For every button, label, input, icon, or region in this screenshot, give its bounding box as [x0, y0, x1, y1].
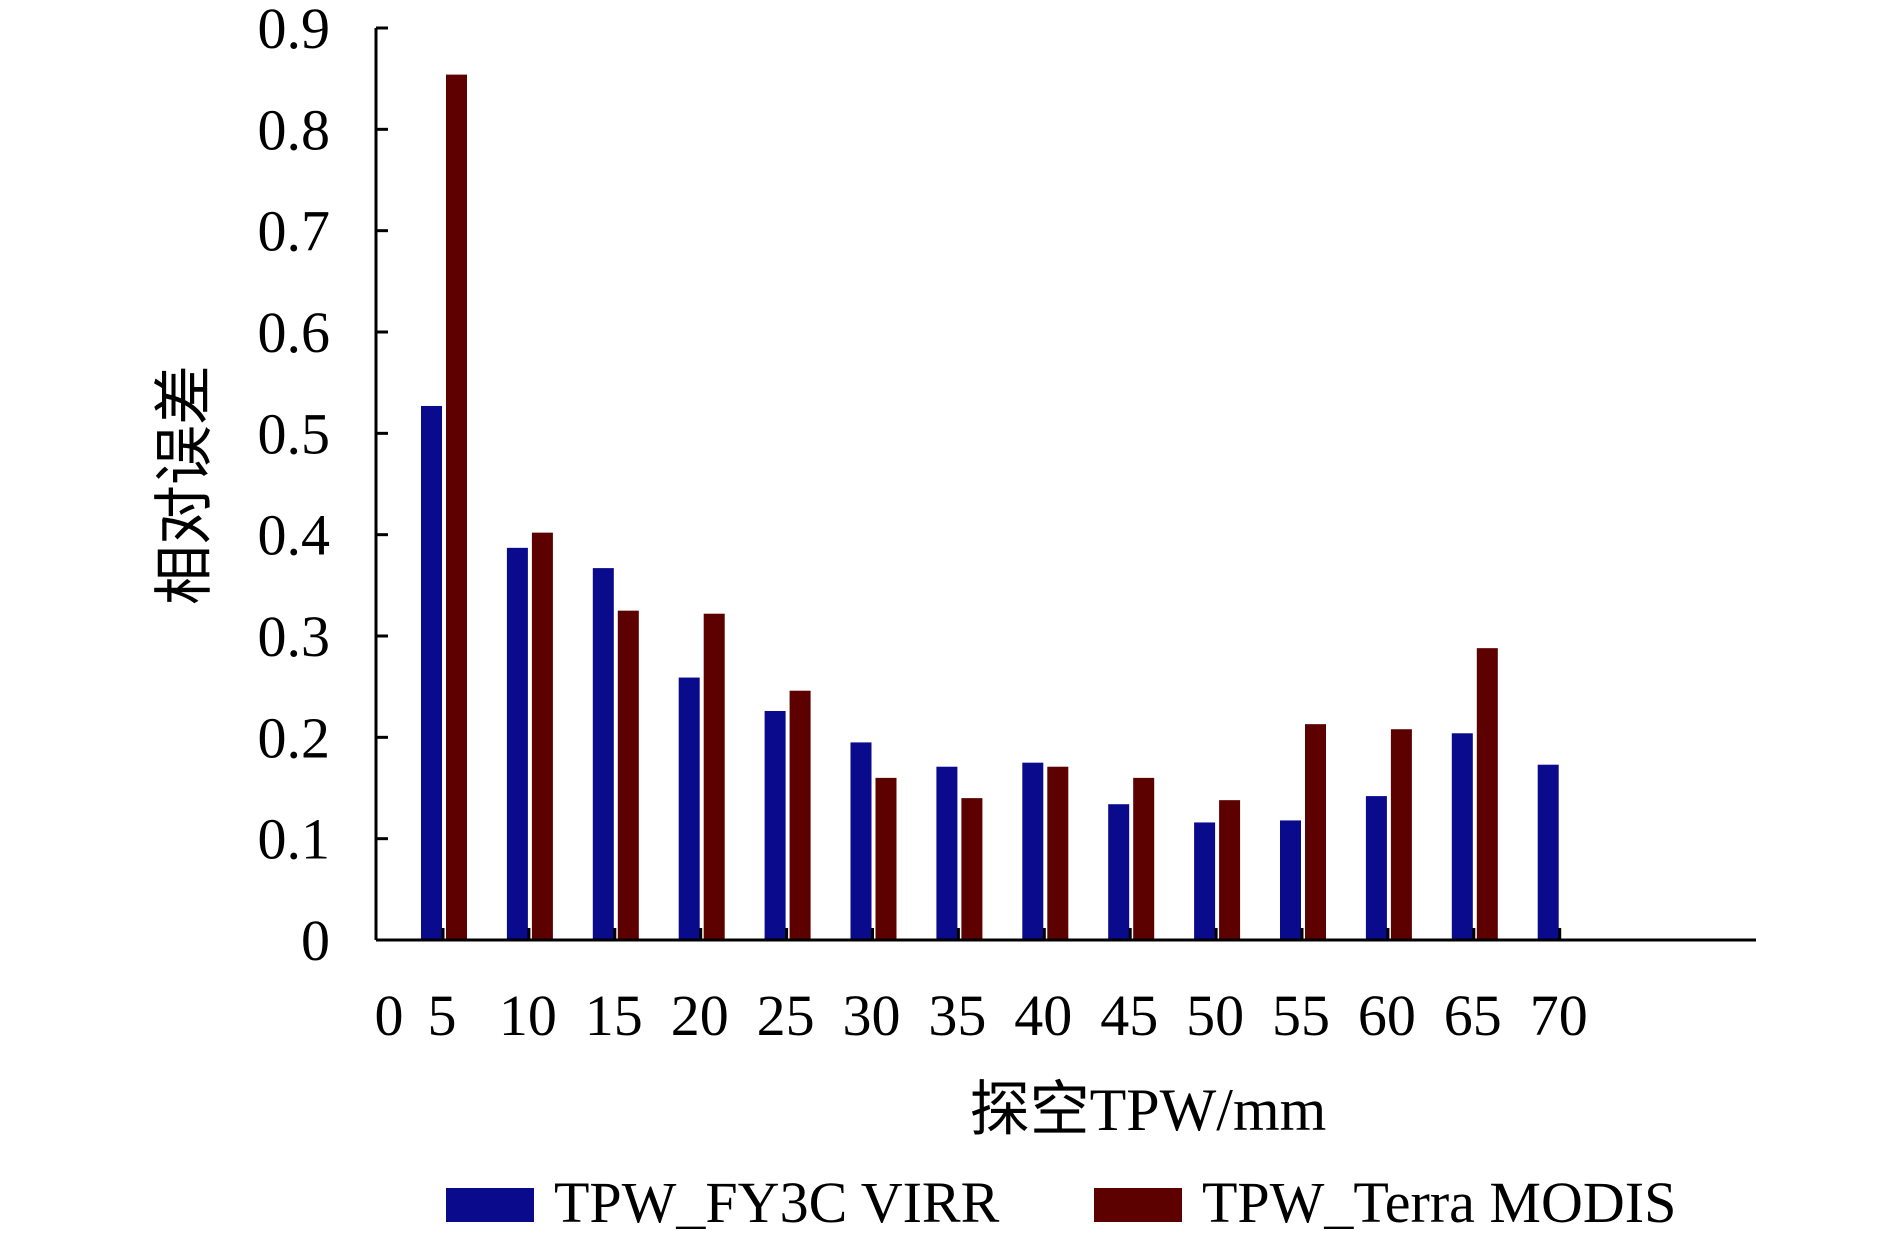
y-tick-label: 0 — [301, 908, 330, 973]
bar-terra-modis — [1133, 777, 1155, 940]
bar-fy3c-virr — [678, 677, 700, 940]
x-tick-label: 5 — [428, 983, 457, 1048]
legend-swatch-fy3c — [446, 1188, 534, 1222]
y-axis-title: 相对误差 — [152, 365, 218, 605]
bar-terra-modis — [1476, 648, 1498, 940]
bars-layer — [421, 74, 1559, 940]
y-tick-label: 0.7 — [258, 199, 331, 264]
y-tick-label: 0.4 — [258, 503, 331, 568]
y-tick-label: 0.5 — [258, 401, 331, 466]
bar-fy3c-virr — [1022, 762, 1044, 940]
x-tick-label: 30 — [843, 983, 901, 1048]
y-tick-label: 0.1 — [258, 807, 331, 872]
x-tick-label: 65 — [1444, 983, 1502, 1048]
legend-label-fy3c: TPW_FY3C VIRR — [554, 1170, 1000, 1229]
x-tick-label: 70 — [1530, 983, 1588, 1048]
x-tick-label: 25 — [757, 983, 815, 1048]
y-tick-label: 0.2 — [258, 705, 331, 770]
y-tick-layer: 0 0.1 0.2 0.3 0.4 0.5 0.6 0.7 0.8 0.9 — [258, 0, 388, 973]
bar-fy3c-virr — [764, 710, 786, 940]
bar-fy3c-virr — [592, 568, 614, 940]
x-tick-label: 15 — [585, 983, 643, 1048]
bar-fy3c-virr — [1365, 796, 1387, 940]
y-tick-label: 0.8 — [258, 97, 331, 162]
y-tick-label: 0.9 — [258, 0, 331, 61]
legend-swatch-terra — [1094, 1188, 1182, 1222]
x-axis-title: 探空TPW/mm — [970, 1077, 1327, 1143]
bar-fy3c-virr — [1280, 820, 1301, 940]
x-tick-label: 60 — [1358, 983, 1416, 1048]
bar-terra-modis — [531, 532, 553, 940]
bar-fy3c-virr — [850, 742, 872, 940]
bar-terra-modis — [789, 690, 811, 940]
bar-fy3c-virr — [936, 766, 958, 940]
x-tick-label: 55 — [1272, 983, 1330, 1048]
bar-terra-modis — [1047, 766, 1069, 940]
bar-terra-modis — [1219, 800, 1241, 940]
bar-terra-modis — [875, 777, 897, 940]
bar-terra-modis — [703, 613, 725, 940]
bar-terra-modis — [961, 798, 983, 940]
legend: TPW_FY3C VIRR TPW_Terra MODIS — [446, 1170, 1676, 1234]
x-tick-label: 50 — [1186, 983, 1244, 1048]
bar-terra-modis — [617, 610, 639, 940]
x-tick-label: 20 — [671, 983, 729, 1048]
y-tick-label: 0.3 — [258, 604, 331, 669]
bar-fy3c-virr — [1537, 764, 1559, 940]
bar-fy3c-virr — [1108, 804, 1130, 940]
bar-fy3c-virr — [421, 405, 442, 940]
bar-fy3c-virr — [1451, 733, 1473, 940]
bar-fy3c-virr — [506, 547, 528, 940]
y-tick-label: 0.6 — [258, 300, 331, 365]
x-tick-label: 10 — [499, 983, 557, 1048]
bar-terra-modis — [1305, 724, 1326, 940]
x-tick-label: 45 — [1100, 983, 1158, 1048]
legend-label-terra: TPW_Terra MODIS — [1202, 1170, 1676, 1229]
x-tick-label: 0 — [375, 983, 404, 1048]
x-tick-label: 40 — [1014, 983, 1072, 1048]
axes-layer — [374, 28, 1756, 942]
bar-terra-modis — [446, 74, 467, 940]
x-tick-layer: 0 5 10 15 20 25 30 35 40 45 50 55 60 65 70 — [375, 928, 1588, 1048]
bar-terra-modis — [1390, 729, 1412, 940]
x-tick-label: 35 — [928, 983, 986, 1048]
bar-fy3c-virr — [1194, 822, 1216, 940]
